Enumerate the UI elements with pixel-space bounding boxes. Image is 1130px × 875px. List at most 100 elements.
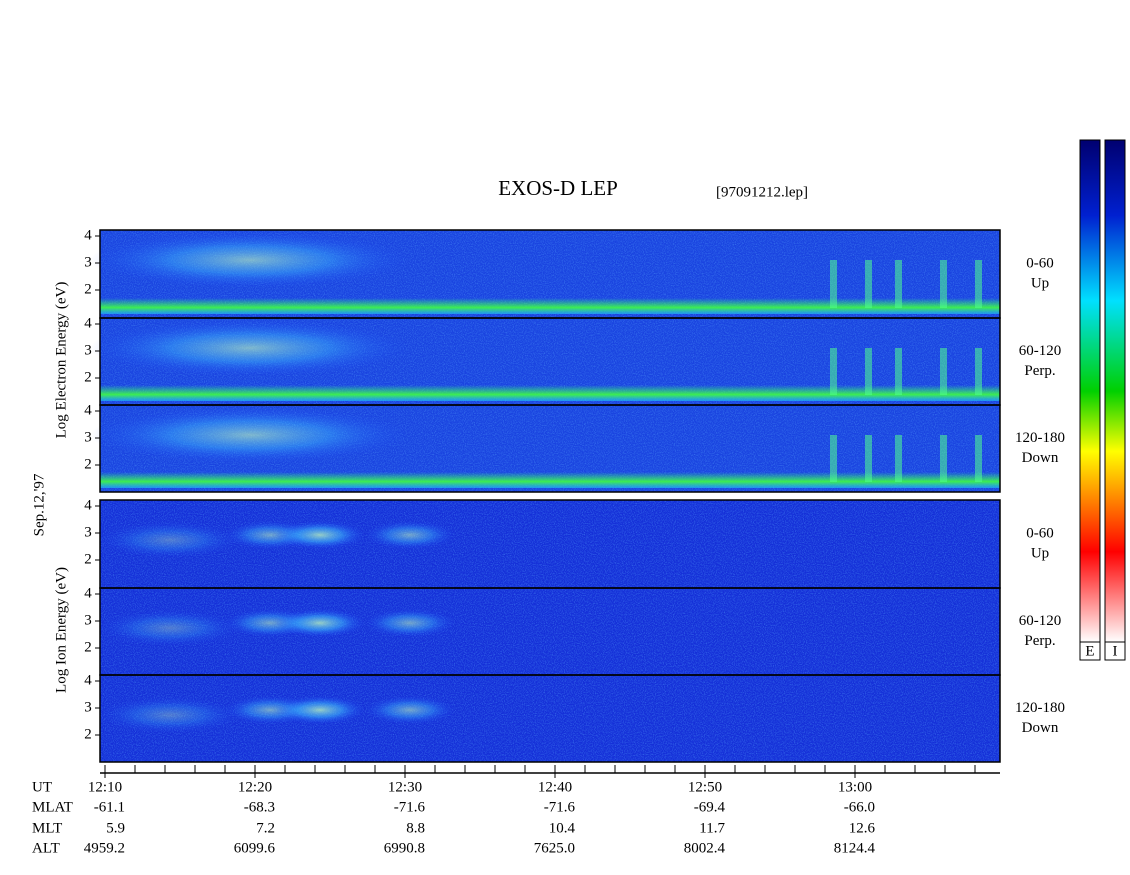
y-tick-label: 3	[84, 524, 92, 540]
ion-feature	[365, 521, 455, 549]
ephemeris-value: 6990.8	[384, 840, 425, 856]
panel-frame	[99, 674, 1001, 763]
colorbar-label-box	[1079, 641, 1101, 661]
ion-feature	[275, 521, 365, 549]
y-tick-label: 2	[84, 281, 92, 297]
ephemeris-value: -71.6	[394, 799, 426, 815]
ion-feature	[275, 609, 365, 637]
electron-feature	[90, 232, 410, 288]
electron-burst	[830, 260, 837, 308]
ephemeris-value: 8124.4	[834, 840, 876, 856]
colorbar-label: E	[1085, 643, 1094, 659]
electron-burst	[830, 348, 837, 395]
electron-burst	[975, 435, 982, 482]
y-tick-label: 4	[84, 227, 92, 243]
ephemeris-value: 5.9	[106, 820, 125, 836]
colorbar-electron	[1079, 139, 1101, 643]
electron-burst	[865, 348, 872, 395]
time-label: 12:10	[88, 779, 122, 795]
panel-angle: 60-120	[1019, 613, 1062, 629]
ephemeris-value: 11.7	[699, 820, 725, 836]
y-tick-label: 2	[84, 369, 92, 385]
panel-angle: 0-60	[1026, 525, 1054, 541]
ephemeris-value: -66.0	[844, 799, 875, 815]
time-label: 12:40	[538, 779, 572, 795]
ion-axis-label: Log Ion Energy (eV)	[53, 567, 69, 693]
ephemeris-label: UT	[32, 779, 52, 795]
time-label: 13:00	[838, 779, 872, 795]
ephemeris-value: 7625.0	[534, 840, 575, 856]
time-label: 12:30	[388, 779, 422, 795]
electron-band	[100, 298, 1000, 314]
colorbar-ion	[1104, 139, 1126, 643]
panel-direction: Perp.	[1024, 363, 1055, 379]
electron-burst	[940, 435, 947, 482]
electron-burst	[830, 435, 837, 482]
y-tick-label: 4	[84, 315, 92, 331]
ephemeris-label: ALT	[32, 840, 60, 856]
ephemeris-value: -68.3	[244, 799, 275, 815]
panel-angle: 120-180	[1015, 430, 1065, 446]
ephemeris-value: -71.6	[544, 799, 576, 815]
panel-direction: Up	[1031, 545, 1049, 561]
panel-direction: Up	[1031, 275, 1049, 291]
panel-direction: Down	[1022, 450, 1059, 466]
ephemeris-value: 10.4	[549, 820, 576, 836]
y-tick-label: 3	[84, 699, 92, 715]
electron-feature	[90, 320, 410, 376]
electron-band	[100, 385, 1000, 401]
y-tick-label: 4	[84, 402, 92, 418]
electron-axis-label: Log Electron Energy (eV)	[53, 282, 69, 439]
ephemeris-value: 6099.6	[234, 840, 276, 856]
ion-feature	[100, 522, 240, 558]
electron-burst	[940, 348, 947, 395]
electron-burst	[895, 435, 902, 482]
panel-angle: 60-120	[1019, 343, 1062, 359]
axes: 4 3 2 0-60 Up 4 3 2 60-120 Perp. 4 3 2 120-180 Down 4 3 2…	[32, 227, 1065, 856]
title: EXOS-D LEP	[498, 176, 618, 200]
ephemeris-label: MLT	[32, 820, 62, 836]
electron-feature	[90, 407, 410, 463]
electron-burst	[940, 260, 947, 308]
spectrograms	[90, 230, 1000, 762]
date-label: Sep.12,'97	[31, 473, 47, 536]
ephemeris-value: 7.2	[256, 820, 275, 836]
y-tick-label: 2	[84, 551, 92, 567]
panel-direction: Down	[1022, 720, 1059, 736]
ephemeris-value: 4959.2	[84, 840, 125, 856]
y-tick-label: 3	[84, 429, 92, 445]
electron-burst	[895, 348, 902, 395]
ephemeris-label: MLAT	[32, 799, 73, 815]
ephemeris-value: 12.6	[849, 820, 876, 836]
electron-burst	[865, 435, 872, 482]
panel-angle: 120-180	[1015, 700, 1065, 716]
ion-feature	[100, 697, 240, 733]
electron-burst	[895, 260, 902, 308]
y-tick-label: 2	[84, 456, 92, 472]
colorbar-label: I	[1113, 643, 1118, 659]
ion-feature	[365, 609, 455, 637]
time-label: 12:50	[688, 779, 722, 795]
colorbar-label-box	[1104, 641, 1126, 661]
y-tick-label: 3	[84, 342, 92, 358]
electron-burst	[975, 260, 982, 308]
ephemeris-value: 8002.4	[684, 840, 726, 856]
y-tick-label: 4	[84, 672, 92, 688]
y-tick-label: 4	[84, 585, 92, 601]
y-tick-label: 4	[84, 497, 92, 513]
ephemeris-value: 8.8	[406, 820, 425, 836]
time-label: 12:20	[238, 779, 272, 795]
ion-feature	[365, 696, 455, 724]
ion-feature	[100, 610, 240, 646]
electron-burst	[975, 348, 982, 395]
ephemeris-value: -69.4	[694, 799, 726, 815]
y-tick-label: 2	[84, 726, 92, 742]
y-tick-label: 2	[84, 639, 92, 655]
y-tick-label: 3	[84, 254, 92, 270]
electron-band	[100, 472, 1000, 488]
ion-feature	[275, 696, 365, 724]
file-name: [97091212.lep]	[716, 184, 808, 200]
ephemeris-value: -61.1	[94, 799, 125, 815]
panel-angle: 0-60	[1026, 255, 1054, 271]
